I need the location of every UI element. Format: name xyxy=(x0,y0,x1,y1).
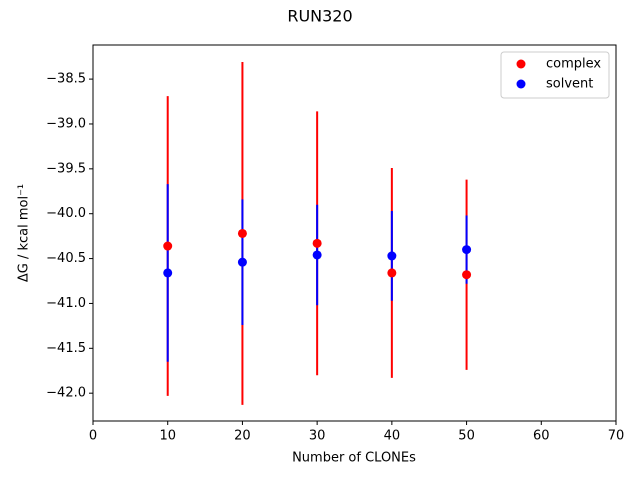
chart-title: RUN320 xyxy=(287,7,352,26)
point xyxy=(163,268,173,278)
y-tick-label: −41.5 xyxy=(46,341,86,356)
point xyxy=(462,270,472,280)
x-tick-label: 20 xyxy=(234,429,251,444)
point xyxy=(163,241,173,251)
point xyxy=(312,250,322,260)
x-tick-label: 10 xyxy=(159,429,176,444)
y-tick-label: −41.0 xyxy=(46,296,86,311)
legend-marker xyxy=(516,79,526,89)
legend-label: solvent xyxy=(546,77,593,92)
legend-label: complex xyxy=(546,57,601,72)
y-axis-label: ΔG / kcal mol⁻¹ xyxy=(17,184,32,282)
x-axis-label: Number of CLONEs xyxy=(292,451,416,466)
point xyxy=(387,268,397,278)
x-tick-label: 70 xyxy=(608,429,625,444)
y-tick-label: −40.5 xyxy=(46,251,86,266)
y-tick-label: −39.5 xyxy=(46,161,86,176)
point xyxy=(387,251,397,261)
y-tick-label: −38.5 xyxy=(46,72,86,87)
point xyxy=(462,245,472,255)
plot-frame xyxy=(92,44,617,422)
legend-marker xyxy=(516,59,526,69)
legend-box xyxy=(500,51,610,99)
y-tick-label: −39.0 xyxy=(46,116,86,131)
y-tick-label: −40.0 xyxy=(46,206,86,221)
point xyxy=(237,257,247,267)
y-tick-label: −42.0 xyxy=(46,386,86,401)
x-tick-label: 50 xyxy=(458,429,475,444)
x-tick-label: 40 xyxy=(384,429,401,444)
point xyxy=(312,238,322,248)
x-tick-label: 60 xyxy=(533,429,550,444)
x-tick-label: 0 xyxy=(89,429,97,444)
x-tick-label: 30 xyxy=(309,429,326,444)
point xyxy=(237,228,247,238)
